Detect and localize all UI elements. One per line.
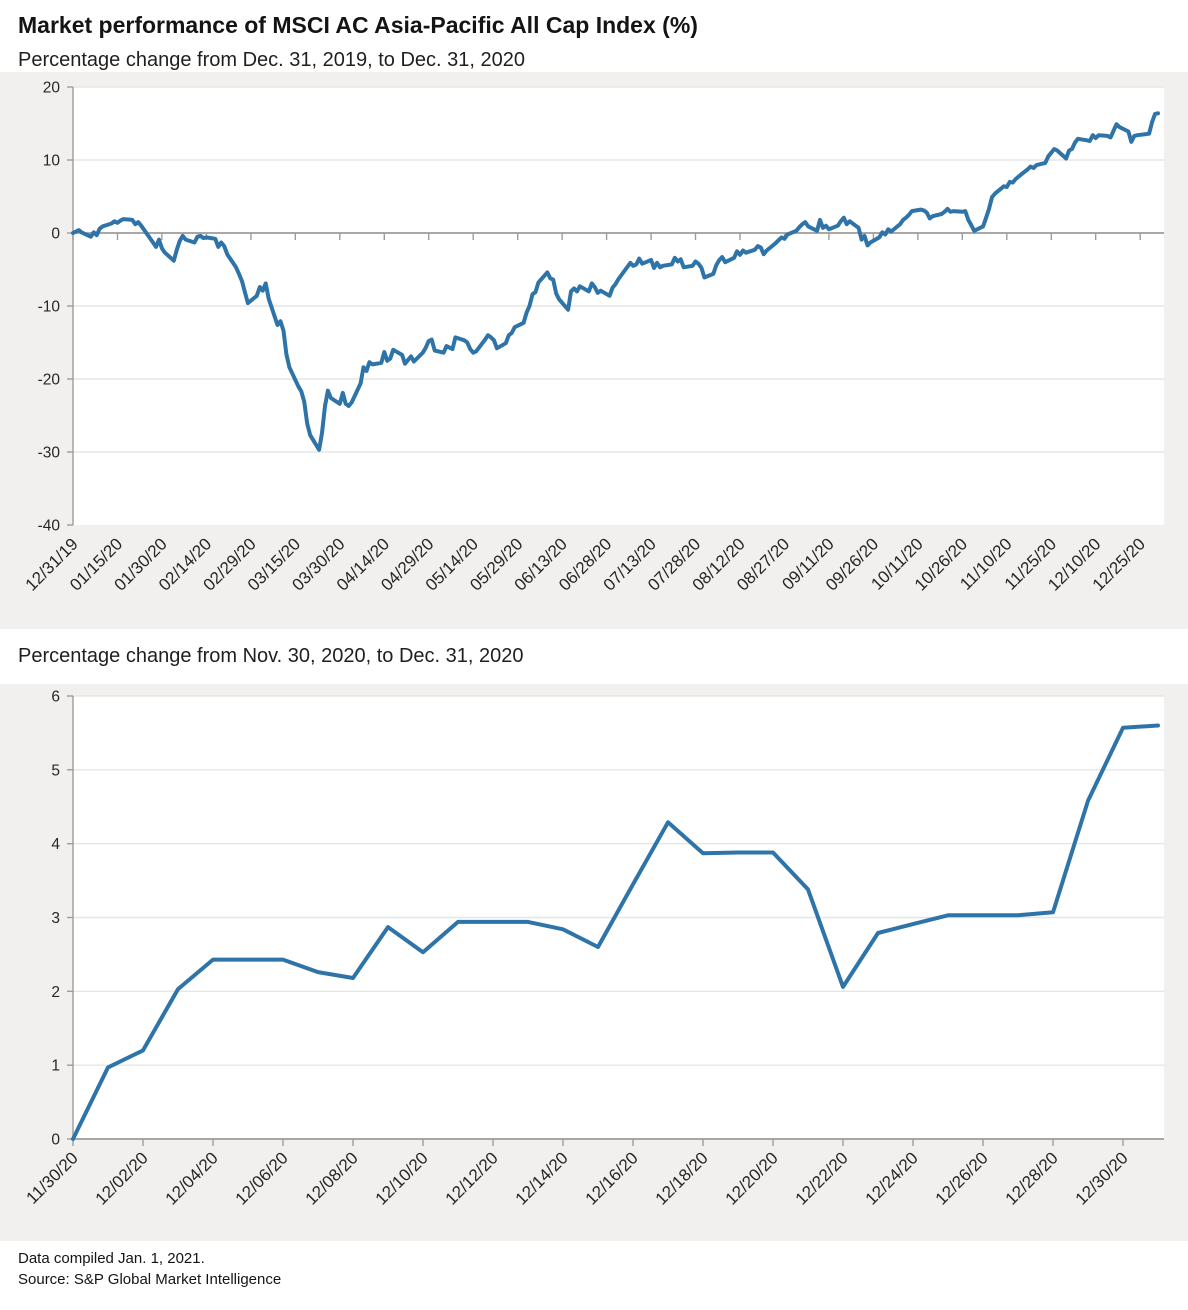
y-tick-label: -20 <box>38 371 61 388</box>
y-tick-label: -30 <box>38 444 61 461</box>
x-tick-label: 12/18/20 <box>652 1148 712 1208</box>
y-tick-label: 4 <box>51 836 60 853</box>
footer-source: Source: S&P Global Market Intelligence <box>18 1270 282 1288</box>
index-line <box>71 723 1160 1141</box>
x-tick-label: 12/22/20 <box>792 1148 852 1208</box>
top-chart-svg: 20100-10-20-30-4012/31/1901/15/2001/30/2… <box>22 79 1164 594</box>
x-tick-label: 12/28/20 <box>1002 1148 1062 1208</box>
x-tick-label: 12/10/20 <box>372 1148 432 1208</box>
bottom-chart-panel: 6 5 4 3 2 1 0 11/30/20 12/02/20 12/04/20 12/06/20 1… <box>0 683 1188 1241</box>
y-tick-label: 20 <box>43 79 61 96</box>
chart-footer: Data compiled Jan. 1, 2021. Source: S&P … <box>0 1241 1188 1290</box>
x-tick-label: 12/04/20 <box>162 1148 222 1208</box>
x-tick-label: 12/24/20 <box>862 1148 922 1208</box>
x-tick-label: 12/30/20 <box>1072 1148 1132 1208</box>
x-tick-label: 12/12/20 <box>442 1148 502 1208</box>
x-tick-label: 12/26/20 <box>932 1148 992 1208</box>
x-tick-label: 12/16/20 <box>582 1148 642 1208</box>
index-line <box>71 110 1160 452</box>
y-tick-label: 3 <box>51 910 60 927</box>
page-title: Market performance of MSCI AC Asia-Pacif… <box>18 12 698 38</box>
chart-header: Market performance of MSCI AC Asia-Pacif… <box>0 0 1188 72</box>
y-tick-label: -10 <box>38 298 61 315</box>
y-tick-label: 2 <box>51 983 60 1000</box>
x-tick-label: 12/14/20 <box>512 1148 572 1208</box>
y-tick-label: 1 <box>51 1057 60 1074</box>
x-tick-label: 12/06/20 <box>232 1148 292 1208</box>
footer-compiled: Data compiled Jan. 1, 2021. <box>18 1249 205 1267</box>
x-tick-label: 12/02/20 <box>92 1148 152 1208</box>
x-tick-label: 12/08/20 <box>302 1148 362 1208</box>
y-tick-label: 6 <box>51 688 60 705</box>
y-tick-label: -40 <box>38 517 61 534</box>
y-tick-label: 10 <box>43 152 61 169</box>
y-tick-label: 0 <box>51 1131 60 1148</box>
x-tick-label: 11/30/20 <box>22 1148 81 1207</box>
y-tick-label: 5 <box>51 762 60 779</box>
x-tick-label: 12/20/20 <box>722 1148 782 1208</box>
subtitle-bottom: Percentage change from Nov. 30, 2020, to… <box>0 628 1188 684</box>
top-chart-panel: 20 10 0 -10 -20 -30 -40 12/31/19 01/15/20 01/30/2… <box>0 71 1188 629</box>
y-tick-label: 0 <box>51 225 60 242</box>
subtitle-top: Percentage change from Dec. 31, 2019, to… <box>18 48 525 71</box>
